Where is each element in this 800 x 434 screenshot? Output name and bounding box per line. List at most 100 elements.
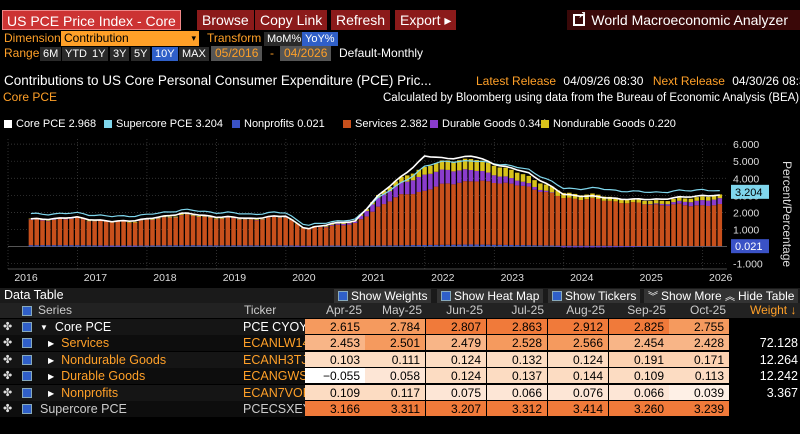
range-6m-button[interactable]: 6M <box>40 47 62 61</box>
value-cell[interactable]: −0.055 <box>305 368 366 385</box>
value-cell[interactable]: 0.109 <box>609 368 670 385</box>
series-cell[interactable]: ▼ Core PCE <box>40 319 111 336</box>
crosshair-icon[interactable]: ✤ <box>3 403 13 415</box>
value-cell[interactable]: 0.076 <box>548 384 609 401</box>
row-checkbox[interactable] <box>22 354 32 365</box>
table-row[interactable]: ✤ ▼ Core PCE PCE CYOY Index 2.615 2.784 2.807 2… <box>0 319 800 336</box>
row-checkbox[interactable] <box>22 387 32 398</box>
range-10y-button[interactable]: 10Y <box>152 47 178 61</box>
expand-arrow-icon[interactable]: ▶ <box>48 372 55 382</box>
value-cell[interactable]: 3.311 <box>365 401 426 417</box>
weight-column-header[interactable]: Weight ↓ <box>750 303 796 318</box>
value-cell[interactable]: 0.058 <box>365 368 426 385</box>
expand-arrow-icon[interactable]: ▶ <box>48 339 55 349</box>
series-column-header[interactable]: Series <box>38 303 73 317</box>
value-cell[interactable]: 0.075 <box>426 384 487 401</box>
table-row[interactable]: ✤ Supercore PCE PCECSXEY Index 3.166 3.311 3.… <box>0 401 800 418</box>
value-cell[interactable]: 2.428 <box>669 335 730 352</box>
series-cell[interactable]: ▶ Nondurable Goods <box>48 352 166 369</box>
refresh-button[interactable]: Refresh <box>331 10 391 30</box>
value-cell[interactable]: 0.111 <box>365 351 426 368</box>
value-cell[interactable]: 3.207 <box>426 401 487 417</box>
legend-item-4[interactable]: Durable Goods 0.344 <box>430 117 547 131</box>
show-heat-map-toggle[interactable]: Show Heat Map <box>437 289 544 303</box>
range-3y-button[interactable]: 3Y <box>110 47 130 61</box>
dimension-select[interactable]: Contribution ▾ <box>61 31 199 46</box>
value-cell[interactable]: 3.260 <box>609 401 670 417</box>
month-header-jul-25[interactable]: Jul-25 <box>511 303 544 317</box>
copy-link-button[interactable]: Copy Link <box>255 10 328 30</box>
month-header-apr-25[interactable]: Apr-25 <box>325 303 362 317</box>
value-cell[interactable]: 2.863 <box>487 319 548 335</box>
browse-button[interactable]: Browse <box>197 10 254 30</box>
select-all-checkbox[interactable] <box>22 306 32 316</box>
row-checkbox[interactable] <box>22 371 32 382</box>
value-cell[interactable]: 0.039 <box>669 384 730 401</box>
month-header-jun-25[interactable]: Jun-25 <box>446 303 483 317</box>
value-cell[interactable]: 2.501 <box>365 335 426 352</box>
value-cell[interactable]: 0.132 <box>487 351 548 368</box>
value-cell[interactable]: 2.454 <box>609 335 670 352</box>
month-header-aug-25[interactable]: Aug-25 <box>566 303 605 317</box>
expand-arrow-icon[interactable]: ▶ <box>48 355 55 365</box>
value-cell[interactable]: 0.066 <box>609 384 670 401</box>
crosshair-icon[interactable]: ✤ <box>3 386 13 399</box>
value-cell[interactable]: 2.755 <box>669 319 730 335</box>
value-cell[interactable]: 3.414 <box>548 401 609 417</box>
value-cell[interactable]: 0.109 <box>305 384 366 401</box>
series-cell[interactable]: ▶ Durable Goods <box>48 368 145 385</box>
value-cell[interactable]: 2.453 <box>305 335 366 352</box>
table-row[interactable]: ✤ ▶ Services ECANLW14 Index 2.453 2.501 2.479 2… <box>0 335 800 352</box>
range-ytd-button[interactable]: YTD <box>62 47 90 61</box>
value-cell[interactable]: 0.191 <box>609 351 670 368</box>
hide-table-button[interactable]: ︽ Hide Table <box>721 289 799 303</box>
value-cell[interactable]: 0.144 <box>548 368 609 385</box>
value-cell[interactable]: 2.528 <box>487 335 548 352</box>
table-row[interactable]: ✤ ▶ Nondurable Goods ECANH3TJ Index 0.103 0.1… <box>0 351 800 369</box>
frequency-select[interactable]: Default-Monthly <box>339 46 424 60</box>
value-cell[interactable]: 2.479 <box>426 335 487 352</box>
security-title-tab[interactable]: US PCE Price Index - Core <box>2 10 181 30</box>
value-cell[interactable]: 2.615 <box>305 319 366 335</box>
value-cell[interactable]: 0.171 <box>669 351 730 368</box>
expand-arrow-icon[interactable]: ▶ <box>48 388 55 398</box>
show-more-button[interactable]: ︾ Show More <box>644 289 726 303</box>
ticker-column-header[interactable]: Ticker <box>244 303 277 317</box>
value-cell[interactable]: 2.807 <box>426 319 487 335</box>
legend-item-1[interactable]: Supercore PCE 3.204 <box>104 117 223 131</box>
value-cell[interactable]: 3.312 <box>487 401 548 417</box>
range-5y-button[interactable]: 5Y <box>131 47 151 61</box>
start-date-input[interactable]: 05/2016 <box>211 46 263 61</box>
export-menu-button[interactable]: Export ▸ <box>395 10 457 30</box>
month-header-oct-25[interactable]: Oct-25 <box>689 303 726 317</box>
legend-item-0[interactable]: Core PCE 2.968 <box>4 117 96 131</box>
month-header-sep-25[interactable]: Sep-25 <box>627 303 666 317</box>
value-cell[interactable]: 0.124 <box>426 351 487 368</box>
table-row[interactable]: ✤ ▶ Durable Goods ECANGWSI Index −0.055 0.058… <box>0 368 800 385</box>
transform-yoy-button[interactable]: YoY% <box>302 32 338 46</box>
legend-item-5[interactable]: Nondurable Goods 0.220 <box>541 117 676 131</box>
show-tickers-toggle[interactable]: Show Tickers <box>548 289 641 303</box>
value-cell[interactable]: 2.825 <box>609 319 670 335</box>
end-date-input[interactable]: 04/2026 <box>280 46 332 61</box>
value-cell[interactable]: 0.124 <box>548 351 609 368</box>
value-cell[interactable]: 2.566 <box>548 335 609 352</box>
series-cell[interactable]: Supercore PCE <box>40 401 127 417</box>
transform-mom-button[interactable]: MoM% <box>264 32 305 46</box>
value-cell[interactable]: 0.103 <box>305 351 366 368</box>
crosshair-icon[interactable]: ✤ <box>3 337 13 350</box>
crosshair-icon[interactable]: ✤ <box>3 353 13 366</box>
row-checkbox[interactable] <box>22 338 32 349</box>
table-row[interactable]: ✤ ▶ Nonprofits ECAN7VOB Index 0.109 0.117 0.07… <box>0 384 800 402</box>
legend-item-3[interactable]: Services 2.382 <box>343 117 428 131</box>
crosshair-icon[interactable]: ✤ <box>3 321 13 333</box>
value-cell[interactable]: 2.912 <box>548 319 609 335</box>
value-cell[interactable]: 0.124 <box>426 368 487 385</box>
row-checkbox[interactable] <box>22 404 32 414</box>
value-cell[interactable]: 2.784 <box>365 319 426 335</box>
show-weights-toggle[interactable]: Show Weights <box>334 289 432 303</box>
month-header-may-25[interactable]: May-25 <box>381 303 422 317</box>
app-launch-link[interactable]: ↗ World Macroeconomic Analyzer <box>567 10 800 30</box>
crosshair-icon[interactable]: ✤ <box>3 370 13 383</box>
series-cell[interactable]: ▶ Services <box>48 335 109 352</box>
